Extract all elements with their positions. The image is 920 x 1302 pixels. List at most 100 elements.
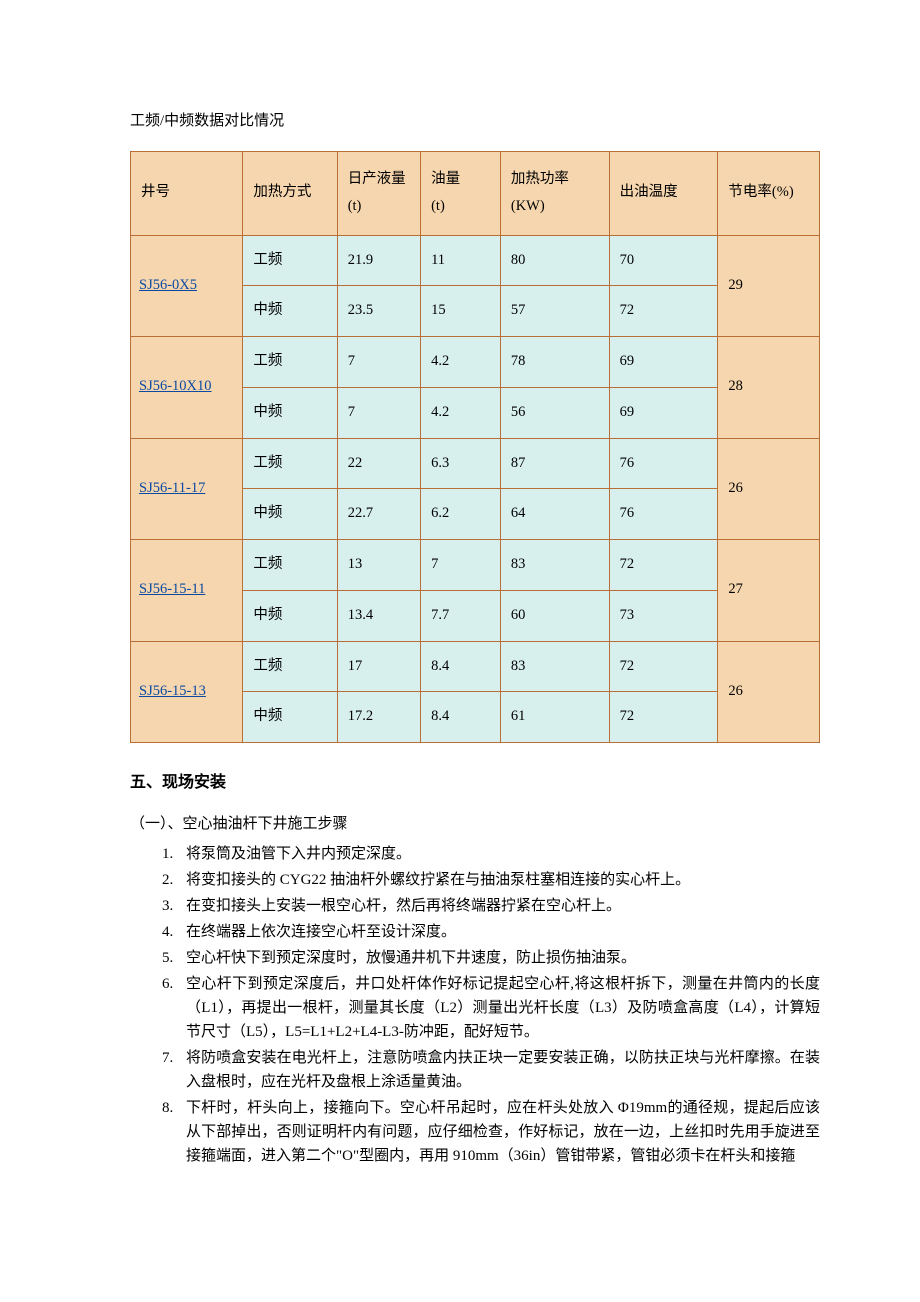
- data-cell: 7.7: [421, 590, 501, 641]
- col-header: 日产液量(t): [337, 151, 420, 235]
- data-cell: 7: [337, 337, 420, 388]
- well-link[interactable]: SJ56-15-11: [139, 581, 205, 597]
- data-cell: 中频: [243, 387, 337, 438]
- step-number: 1.: [162, 842, 173, 866]
- table-row: SJ56-10X10 工频74.2786928: [131, 337, 820, 388]
- subsection-heading: （一）、空心抽油杆下井施工步骤: [130, 813, 820, 836]
- table-caption: 工频/中频数据对比情况: [130, 110, 820, 133]
- data-cell: 69: [609, 337, 718, 388]
- list-item: 3.在变扣接头上安装一根空心杆，然后再将终端器拧紧在空心杆上。: [162, 894, 820, 918]
- step-number: 7.: [162, 1046, 173, 1070]
- data-cell: 工频: [243, 540, 337, 591]
- data-cell: 64: [500, 489, 609, 540]
- section-heading: 五、现场安装: [130, 771, 820, 795]
- data-cell: 13.4: [337, 590, 420, 641]
- step-number: 4.: [162, 920, 173, 944]
- table-body: SJ56-0X5工频21.911807029中频23.5155772 SJ56-…: [131, 235, 820, 743]
- col-header: 加热功率(KW): [500, 151, 609, 235]
- list-item: 2.将变扣接头的 CYG22 抽油杆外螺纹拧紧在与抽油泵柱塞相连接的实心杆上。: [162, 868, 820, 892]
- data-cell: 13: [337, 540, 420, 591]
- data-cell: 87: [500, 438, 609, 489]
- data-cell: 8.4: [421, 641, 501, 692]
- list-item: 4.在终端器上依次连接空心杆至设计深度。: [162, 920, 820, 944]
- well-link[interactable]: SJ56-15-13: [139, 683, 206, 699]
- data-cell: 工频: [243, 235, 337, 286]
- data-cell: 72: [609, 641, 718, 692]
- data-cell: 11: [421, 235, 501, 286]
- data-cell: 6.2: [421, 489, 501, 540]
- table-row: SJ56-11-17工频226.3877626: [131, 438, 820, 489]
- data-cell: 工频: [243, 438, 337, 489]
- col-header: 加热方式: [243, 151, 337, 235]
- data-cell: 7: [421, 540, 501, 591]
- data-cell: 8.4: [421, 692, 501, 743]
- data-cell: 22.7: [337, 489, 420, 540]
- well-link[interactable]: SJ56-10X10: [139, 378, 212, 394]
- data-cell: 工频: [243, 641, 337, 692]
- well-link[interactable]: SJ56-11-17: [139, 480, 205, 496]
- data-cell: 15: [421, 286, 501, 337]
- data-cell: 工频: [243, 337, 337, 388]
- table-row: SJ56-15-13工频178.4837226: [131, 641, 820, 692]
- well-id-cell: SJ56-15-13: [131, 641, 243, 743]
- list-item: 6.空心杆下到预定深度后，井口处杆体作好标记提起空心杆,将这根杆拆下，测量在井筒…: [162, 972, 820, 1044]
- data-cell: 72: [609, 540, 718, 591]
- data-cell: 83: [500, 540, 609, 591]
- rate-cell: 27: [718, 540, 820, 642]
- col-header: 井号: [131, 151, 243, 235]
- data-cell: 中频: [243, 286, 337, 337]
- col-header: 油量(t): [421, 151, 501, 235]
- well-id-cell: SJ56-11-17: [131, 438, 243, 540]
- col-header: 出油温度: [609, 151, 718, 235]
- table-row: SJ56-0X5工频21.911807029: [131, 235, 820, 286]
- step-number: 3.: [162, 894, 173, 918]
- data-cell: 17: [337, 641, 420, 692]
- table-header: 井号加热方式日产液量(t)油量(t)加热功率(KW)出油温度节电率(%): [131, 151, 820, 235]
- data-cell: 76: [609, 489, 718, 540]
- data-cell: 56: [500, 387, 609, 438]
- data-cell: 69: [609, 387, 718, 438]
- rate-cell: 26: [718, 641, 820, 743]
- data-cell: 72: [609, 286, 718, 337]
- data-cell: 83: [500, 641, 609, 692]
- rate-cell: 26: [718, 438, 820, 540]
- table-row: SJ56-15-11工频137837227: [131, 540, 820, 591]
- data-cell: 中频: [243, 590, 337, 641]
- col-header: 节电率(%): [718, 151, 820, 235]
- data-cell: 中频: [243, 692, 337, 743]
- data-cell: 4.2: [421, 337, 501, 388]
- data-cell: 61: [500, 692, 609, 743]
- data-cell: 22: [337, 438, 420, 489]
- step-number: 2.: [162, 868, 173, 892]
- data-cell: 57: [500, 286, 609, 337]
- well-id-cell: SJ56-15-11: [131, 540, 243, 642]
- data-cell: 中频: [243, 489, 337, 540]
- data-cell: 23.5: [337, 286, 420, 337]
- list-item: 5.空心杆快下到预定深度时，放慢通井机下井速度，防止损伤抽油泵。: [162, 946, 820, 970]
- well-id-cell: SJ56-10X10: [131, 337, 243, 439]
- data-cell: 7: [337, 387, 420, 438]
- step-number: 6.: [162, 972, 173, 996]
- data-cell: 70: [609, 235, 718, 286]
- list-item: 7.将防喷盒安装在电光杆上，注意防喷盒内扶正块一定要安装正确，以防扶正块与光杆摩…: [162, 1046, 820, 1094]
- step-number: 8.: [162, 1096, 173, 1120]
- data-cell: 78: [500, 337, 609, 388]
- data-cell: 21.9: [337, 235, 420, 286]
- data-cell: 60: [500, 590, 609, 641]
- data-cell: 76: [609, 438, 718, 489]
- list-item: 8.下杆时，杆头向上，接箍向下。空心杆吊起时，应在杆头处放入 Φ19mm的通径规…: [162, 1096, 820, 1168]
- data-cell: 72: [609, 692, 718, 743]
- data-cell: 17.2: [337, 692, 420, 743]
- data-cell: 73: [609, 590, 718, 641]
- well-link[interactable]: SJ56-0X5: [139, 277, 197, 293]
- data-cell: 6.3: [421, 438, 501, 489]
- well-id-cell: SJ56-0X5: [131, 235, 243, 337]
- rate-cell: 29: [718, 235, 820, 337]
- rate-cell: 28: [718, 337, 820, 439]
- steps-list: 1.将泵筒及油管下入井内预定深度。2.将变扣接头的 CYG22 抽油杆外螺纹拧紧…: [162, 842, 820, 1168]
- data-cell: 4.2: [421, 387, 501, 438]
- step-number: 5.: [162, 946, 173, 970]
- data-cell: 80: [500, 235, 609, 286]
- comparison-table: 井号加热方式日产液量(t)油量(t)加热功率(KW)出油温度节电率(%) SJ5…: [130, 151, 820, 744]
- list-item: 1.将泵筒及油管下入井内预定深度。: [162, 842, 820, 866]
